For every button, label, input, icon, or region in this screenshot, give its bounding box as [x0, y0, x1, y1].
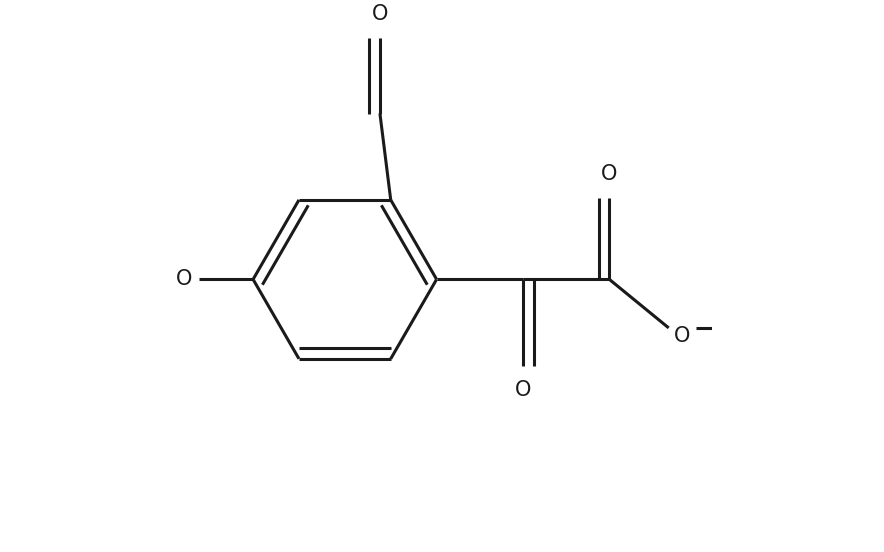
Text: O: O [372, 4, 388, 24]
Text: O: O [514, 380, 531, 400]
Text: O: O [601, 164, 618, 184]
Text: O: O [674, 326, 690, 346]
Text: O: O [176, 269, 192, 289]
